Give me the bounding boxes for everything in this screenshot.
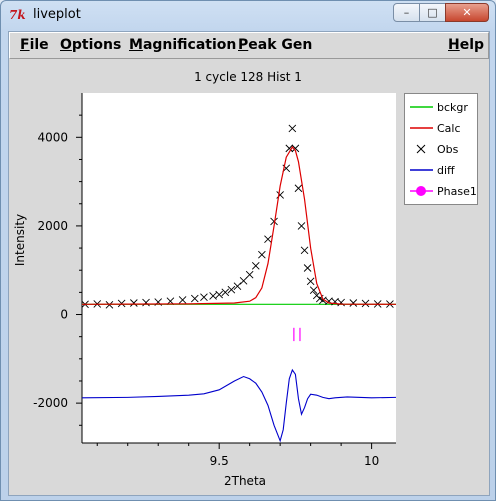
client-area: File Options Magnification Peak Gen Help… bbox=[8, 31, 490, 496]
legend-swatch-bckgr bbox=[410, 106, 433, 108]
obs-point bbox=[233, 282, 242, 290]
obs-point bbox=[178, 296, 187, 304]
obs-point bbox=[200, 293, 208, 302]
legend-label-bckgr: bckgr bbox=[437, 101, 468, 114]
series-diff-line bbox=[82, 368, 396, 443]
window-title: liveplot bbox=[33, 7, 81, 22]
x-tick-label: 9.5 bbox=[210, 454, 229, 468]
legend-label-calc: Calc bbox=[437, 122, 461, 135]
obs-point bbox=[291, 144, 300, 153]
obs-point bbox=[288, 124, 297, 133]
legend-item-diff: diff bbox=[405, 161, 477, 181]
legend-label-phase1: Phase1 bbox=[437, 185, 477, 198]
menu-help[interactable]: Help bbox=[448, 37, 485, 53]
obs-point bbox=[251, 261, 260, 270]
obs-point bbox=[294, 184, 303, 193]
obs-point bbox=[270, 217, 278, 226]
y-tick-label: 4000 bbox=[37, 130, 68, 144]
maximize-button[interactable]: □ bbox=[419, 3, 446, 22]
legend-swatch-diff bbox=[410, 169, 433, 171]
obs-point bbox=[209, 292, 217, 300]
series-calc-line bbox=[82, 146, 396, 305]
obs-point bbox=[117, 299, 126, 308]
obs-point bbox=[258, 250, 266, 259]
legend-item-obs: Obs bbox=[405, 140, 477, 160]
obs-point bbox=[245, 270, 254, 279]
obs-point bbox=[306, 277, 315, 286]
x-axis-label: 2Theta bbox=[224, 474, 266, 488]
obs-point bbox=[297, 222, 306, 230]
obs-point bbox=[130, 299, 138, 307]
tk-feather-icon: 7k bbox=[9, 8, 26, 22]
menu-file[interactable]: File bbox=[20, 37, 49, 53]
obs-point bbox=[309, 286, 318, 294]
y-tick-label: -2000 bbox=[33, 396, 68, 410]
title-bar[interactable]: 7k liveplot – □ ✕ bbox=[1, 1, 495, 29]
minimize-icon: – bbox=[403, 6, 410, 19]
plot-area bbox=[82, 93, 396, 443]
legend-item-phase1: Phase1 bbox=[405, 182, 477, 202]
obs-point bbox=[215, 290, 224, 299]
menu-magnification[interactable]: Magnification bbox=[129, 37, 237, 53]
chart[interactable]: -2000 0 2000 4000 9.5 10 2Theta Intensity bbox=[9, 32, 487, 494]
obs-point bbox=[337, 298, 345, 307]
x-tick-label: 10 bbox=[364, 454, 379, 468]
y-tick-label: 0 bbox=[60, 308, 68, 322]
obs-point bbox=[264, 235, 272, 244]
maximize-icon: □ bbox=[427, 6, 438, 19]
close-button[interactable]: ✕ bbox=[445, 3, 489, 22]
menu-options[interactable]: Options bbox=[60, 37, 122, 53]
obs-point bbox=[300, 246, 309, 255]
obs-point bbox=[142, 298, 150, 307]
legend-item-bckgr: bckgr bbox=[405, 98, 477, 118]
minimize-button[interactable]: – bbox=[393, 3, 420, 22]
obs-point bbox=[361, 299, 370, 308]
legend-label-diff: diff bbox=[437, 164, 455, 177]
obs-point bbox=[303, 264, 312, 272]
plot-title: 1 cycle 128 Hist 1 bbox=[194, 70, 302, 84]
y-tick-label: 2000 bbox=[37, 219, 68, 233]
obs-point bbox=[276, 191, 284, 199]
y-axis-label: Intensity bbox=[13, 214, 27, 266]
legend-swatch-phase1 bbox=[410, 186, 433, 196]
plot-series bbox=[82, 124, 396, 443]
close-icon: ✕ bbox=[462, 6, 472, 19]
legend-item-calc: Calc bbox=[405, 119, 477, 139]
obs-point bbox=[190, 294, 199, 303]
obs-point bbox=[221, 288, 230, 297]
legend: bckgr Calc Obs diff bbox=[404, 93, 478, 205]
menu-bar: File Options Magnification Peak Gen Help bbox=[9, 32, 489, 59]
obs-point bbox=[239, 277, 248, 285]
obs-point bbox=[227, 285, 236, 294]
legend-swatch-obs bbox=[416, 144, 426, 154]
obs-point bbox=[349, 299, 358, 307]
window-controls: – □ ✕ bbox=[393, 3, 489, 22]
obs-point bbox=[285, 144, 294, 153]
legend-label-obs: Obs bbox=[437, 143, 459, 156]
menu-peak-gen[interactable]: Peak Gen bbox=[238, 37, 313, 53]
legend-swatch-calc bbox=[410, 127, 433, 129]
